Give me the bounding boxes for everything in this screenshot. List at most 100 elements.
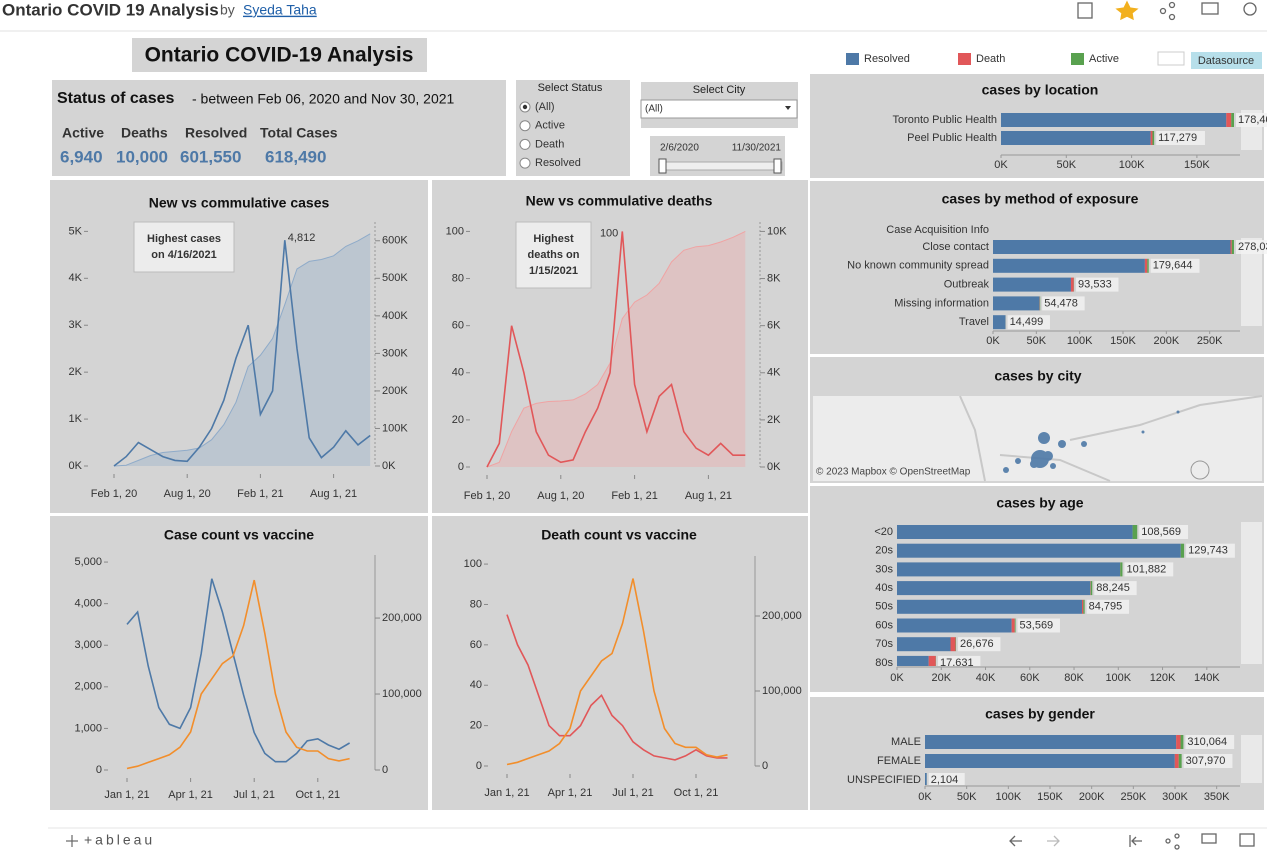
bar-segment <box>1015 619 1016 633</box>
category-label: 30s <box>875 563 893 575</box>
x-tick-label: 120K <box>1150 672 1176 684</box>
category-label: Missing information <box>894 297 989 309</box>
category-label: 20s <box>875 545 893 557</box>
date-track[interactable] <box>660 162 782 170</box>
radio-label[interactable]: (All) <box>535 101 555 113</box>
x-tick-label: Jan 1, 21 <box>104 789 149 801</box>
bar-segment <box>1175 754 1179 768</box>
category-label: Peel Public Health <box>907 132 997 144</box>
y-tick-label: 4K <box>69 272 83 284</box>
y-tick-label: 80 <box>470 598 482 610</box>
date-start: 2/6/2020 <box>660 143 699 154</box>
date-handle-start[interactable] <box>659 159 666 173</box>
fullscreen[interactable] <box>1240 834 1254 846</box>
badge-icon[interactable] <box>1244 3 1256 15</box>
data-label: 93,533 <box>1078 279 1112 291</box>
bar-segment <box>1232 240 1234 254</box>
data-label: 179,644 <box>1153 260 1193 272</box>
city-selected[interactable]: (All) <box>645 104 663 115</box>
bar-segment <box>1181 735 1184 749</box>
kpi-label: Total Cases <box>260 125 338 141</box>
bar-segment <box>897 637 950 651</box>
x-tick-label: 60K <box>1020 672 1040 684</box>
city-filter-title: Select City <box>693 84 746 96</box>
data-label: 54,478 <box>1044 297 1078 309</box>
legend-pager[interactable] <box>1158 52 1184 65</box>
bar-segment <box>897 581 1090 595</box>
bar-segment <box>897 544 1181 558</box>
y-tick-label: 2K <box>69 366 83 378</box>
category-label: 50s <box>875 601 893 613</box>
toolbar-icons <box>1078 2 1256 20</box>
x-tick-label: 150K <box>1110 335 1136 347</box>
workbook-title: Ontario COVID 19 Analysis <box>2 0 219 19</box>
download[interactable] <box>1202 834 1216 843</box>
bar-segment <box>1231 113 1234 127</box>
x-tick-label: Feb 1, 21 <box>237 488 283 500</box>
bar-segment <box>1001 131 1151 145</box>
x-tick-label: Feb 1, 20 <box>91 488 137 500</box>
chart-title: cases by location <box>982 82 1099 98</box>
map-title: cases by city <box>994 368 1081 384</box>
x-tick-label: Aug 1, 20 <box>164 488 211 500</box>
bar-segment <box>1151 131 1153 145</box>
data-label: 26,676 <box>960 638 994 650</box>
dashboard-title: Ontario COVID-19 Analysis <box>145 44 414 67</box>
bar-segment <box>1181 544 1184 558</box>
tableau-cross <box>66 835 78 847</box>
radio-label[interactable]: Active <box>535 120 565 132</box>
chart-title: cases by gender <box>985 706 1095 722</box>
bar-segment <box>1120 562 1122 576</box>
y2-tick-label: 2K <box>767 414 781 426</box>
radio-label[interactable]: Death <box>535 138 564 150</box>
bar-segment <box>1133 525 1138 539</box>
chart-title: cases by age <box>996 495 1083 511</box>
edit-icon[interactable] <box>1078 3 1092 18</box>
kpi-value: 10,000 <box>116 147 168 166</box>
x-tick-label: 140K <box>1194 672 1220 684</box>
radio-label[interactable]: Resolved <box>535 157 581 169</box>
share-icon[interactable] <box>1161 3 1175 20</box>
radio[interactable] <box>520 158 530 168</box>
legend-swatch[interactable] <box>846 53 859 65</box>
chart-title: New vs commulative cases <box>149 195 330 211</box>
legend-label[interactable]: Active <box>1089 53 1119 65</box>
x-tick-label: Jan 1, 21 <box>484 787 529 799</box>
author-link[interactable]: Syeda Taha <box>243 2 317 18</box>
city-dropdown[interactable] <box>641 100 797 118</box>
data-label: 14,499 <box>1010 316 1044 328</box>
share[interactable] <box>1166 834 1179 849</box>
y2-tick-label: 4K <box>767 367 781 379</box>
bar-segment <box>993 278 1071 292</box>
x-tick-label: 20K <box>931 672 951 684</box>
download-icon[interactable] <box>1202 3 1218 14</box>
revert[interactable] <box>1130 835 1142 847</box>
radio[interactable] <box>520 121 530 131</box>
y2-tick-label: 400K <box>382 310 408 322</box>
legend-label[interactable]: Death <box>976 53 1005 65</box>
datasource-label[interactable]: Datasource <box>1198 55 1254 67</box>
legend-swatch[interactable] <box>958 53 971 65</box>
bar-segment <box>1091 581 1093 595</box>
y2-tick-label: 100K <box>382 422 408 434</box>
category-label: Close contact <box>922 241 989 253</box>
favorite-icon[interactable] <box>1117 2 1137 19</box>
x-tick-label: 200K <box>1153 335 1179 347</box>
category-label: Outbreak <box>944 279 990 291</box>
y-tick-label: 20 <box>470 720 482 732</box>
y-tick-label: 0 <box>476 760 482 772</box>
data-label: 117,279 <box>1158 132 1197 144</box>
legend-swatch[interactable] <box>1071 53 1084 65</box>
date-handle-end[interactable] <box>774 159 781 173</box>
y2-tick-label: 100,000 <box>382 688 422 700</box>
x-tick-label: Aug 1, 21 <box>310 488 357 500</box>
radio[interactable] <box>520 139 530 149</box>
category-label: UNSPECIFIED <box>847 774 921 786</box>
undo[interactable] <box>1010 836 1022 846</box>
annotation: deaths on <box>528 249 580 261</box>
legend-label[interactable]: Resolved <box>864 53 910 65</box>
bar-segment <box>1082 600 1083 614</box>
y2-tick-label: 0 <box>382 764 388 776</box>
redo[interactable] <box>1047 836 1059 846</box>
